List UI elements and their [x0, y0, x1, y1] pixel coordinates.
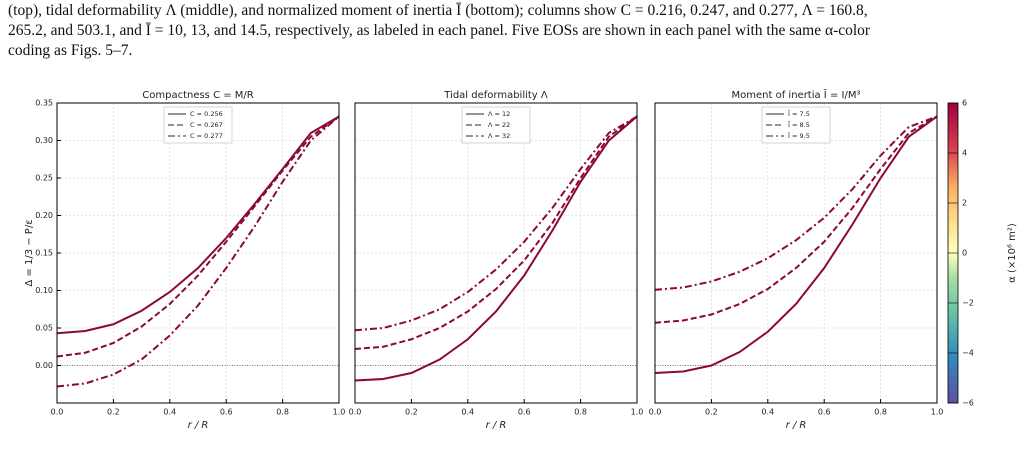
x-tick-label: 0.0	[349, 408, 362, 417]
x-tick-label: 0.6	[220, 408, 233, 417]
y-tick-label: 0.25	[35, 174, 53, 183]
caption-line: 265.2, and 503.1, and Ī = 10, 13, and 14…	[8, 22, 871, 39]
legend	[163, 106, 233, 144]
colorbar-label: α (×10⁶ m²)	[1007, 223, 1018, 283]
x-tick-label: 1.0	[931, 408, 944, 417]
legend-label: Ī = 7.5	[788, 109, 810, 118]
caption-line: coding as Figs. 5–7.	[8, 42, 133, 59]
x-tick-label: 0.8	[874, 408, 887, 417]
x-tick-label: 0.0	[649, 408, 662, 417]
x-tick-label: 1.0	[631, 408, 644, 417]
series-line	[654, 115, 938, 324]
x-tick-label: 0.6	[518, 408, 531, 417]
series-line	[56, 115, 340, 358]
legend-label: C = 0.277	[190, 132, 223, 140]
series-line	[354, 115, 638, 332]
x-tick-label: 0.8	[574, 408, 587, 417]
caption-line: (top), tidal deformability Λ (middle), a…	[8, 2, 868, 19]
colorbar-tick-label: 4	[962, 149, 967, 158]
x-axis-label: r / R	[486, 420, 507, 431]
y-tick-label: 0.00	[35, 361, 53, 370]
x-axis-label: r / R	[786, 420, 807, 431]
x-tick-label: 1.0	[333, 408, 346, 417]
y-tick-label: 0.20	[35, 211, 53, 220]
y-tick-label: 0.35	[35, 99, 53, 108]
y-tick-label: 0.30	[35, 136, 53, 145]
series-line	[654, 115, 938, 291]
y-tick-label: 0.05	[35, 324, 53, 333]
series-line	[56, 115, 340, 388]
x-tick-label: 0.8	[276, 408, 289, 417]
series-line	[354, 115, 638, 382]
legend	[761, 106, 831, 144]
panel-title: Tidal deformability Λ	[443, 90, 548, 101]
plot-frame	[654, 102, 938, 404]
x-tick-label: 0.4	[163, 408, 176, 417]
x-tick-label: 0.4	[761, 408, 774, 417]
x-axis-label: r / R	[188, 420, 209, 431]
colorbar-tick-label: −6	[962, 399, 974, 408]
colorbar-tick-label: 0	[962, 249, 967, 258]
colorbar-tick-label: −2	[962, 299, 974, 308]
legend-label: Λ = 32	[488, 132, 510, 140]
legend-label: Λ = 12	[488, 110, 510, 118]
legend-label: C = 0.267	[190, 121, 223, 129]
panel-title: Compactness C = M/R	[142, 90, 254, 101]
legend	[461, 106, 531, 144]
x-tick-label: 0.4	[461, 408, 474, 417]
x-tick-label: 0.0	[51, 408, 64, 417]
series-line	[56, 115, 340, 335]
plot-frame	[354, 102, 638, 404]
y-axis-label: Δ = 1/3 − P/ε	[24, 219, 35, 286]
colorbar-tick-label: −4	[962, 349, 974, 358]
x-tick-label: 0.2	[107, 408, 120, 417]
colorbar-tick-label: 2	[962, 199, 967, 208]
x-tick-label: 0.6	[818, 408, 831, 417]
legend-label: Ī = 8.5	[788, 120, 810, 129]
legend-label: Λ = 22	[488, 121, 510, 129]
y-tick-label: 0.15	[35, 249, 53, 258]
x-tick-label: 0.2	[405, 408, 418, 417]
series-line	[354, 115, 638, 350]
legend-label: C = 0.256	[190, 110, 223, 118]
legend-label: Ī = 9.5	[788, 131, 810, 140]
panel-title: Moment of inertia Ī = I/M³	[732, 88, 861, 101]
series-line	[654, 115, 938, 374]
x-tick-label: 0.2	[705, 408, 718, 417]
y-tick-label: 0.10	[35, 286, 53, 295]
colorbar-tick-label: 6	[962, 99, 967, 108]
